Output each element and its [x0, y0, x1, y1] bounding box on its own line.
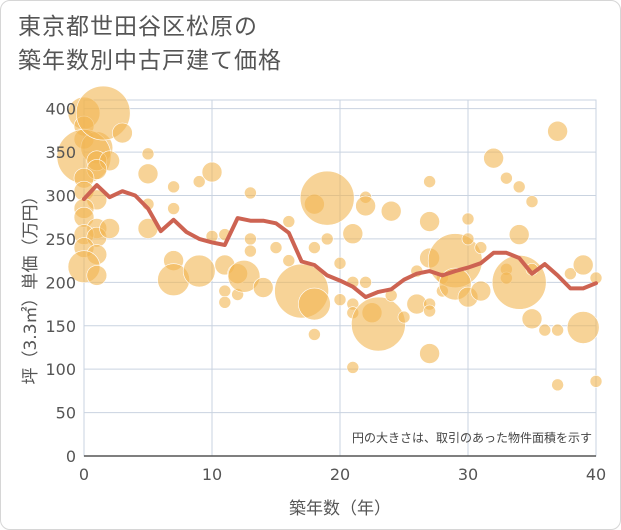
bubble-point: [551, 378, 564, 392]
bubble-point: [342, 223, 364, 245]
y-tick-label: 150: [45, 317, 76, 336]
bubble-point: [252, 277, 274, 298]
bubble-point: [470, 280, 492, 302]
bubble-point: [282, 254, 296, 267]
bubble-point: [86, 265, 108, 286]
bubble-point: [192, 175, 206, 188]
bubble-point: [589, 375, 603, 388]
y-tick-label: 0: [66, 447, 76, 466]
bubble-point: [112, 122, 133, 144]
x-tick-label: 20: [330, 465, 350, 484]
bubble-point: [167, 202, 180, 215]
axes: 0 50 100 150 200 250 300 350 400 0 10 20 30 40: [45, 100, 606, 484]
bubble-point: [461, 232, 475, 246]
bubble-point: [320, 232, 334, 246]
bubble-point: [483, 147, 504, 169]
bubble-point: [282, 215, 296, 228]
bubble-point: [308, 328, 321, 341]
bubble-point: [547, 120, 568, 142]
x-tick-label: 30: [458, 465, 478, 484]
x-tick-label: 10: [202, 465, 222, 484]
bubble-point: [508, 224, 530, 245]
bubble-point: [244, 232, 257, 246]
bubble-point: [419, 211, 440, 232]
bubble-point: [333, 256, 347, 270]
bubble-point: [461, 212, 475, 226]
bubble-point: [551, 323, 564, 337]
y-tick-label: 250: [45, 230, 76, 249]
bubble-point: [355, 195, 376, 217]
bubble-point: [201, 161, 223, 183]
bubble-point: [423, 175, 436, 188]
bubble-point: [299, 170, 355, 226]
bubble-point: [566, 311, 600, 344]
bubble-point: [419, 343, 440, 364]
bubble-point: [346, 361, 360, 374]
y-tick-label: 400: [45, 100, 76, 119]
bubble-point: [218, 284, 232, 298]
bubble-point: [333, 293, 347, 307]
bubble-point: [99, 218, 120, 239]
bubble-point: [538, 323, 552, 337]
bubble-point: [167, 180, 180, 194]
bubble-point: [491, 255, 547, 310]
bubble-point: [423, 304, 436, 318]
bubble-point: [500, 171, 513, 185]
bubble-point: [474, 241, 488, 254]
bubble-point: [521, 308, 543, 330]
bubble-point: [359, 276, 372, 289]
bubble-point: [397, 310, 411, 324]
bubble-point: [572, 254, 594, 276]
bubble-point: [227, 259, 261, 293]
bubble-point: [244, 186, 257, 200]
x-tick-label: 40: [586, 465, 606, 484]
trend-line-series: [82, 183, 598, 300]
average-price-line: [82, 183, 598, 300]
bubble-point: [141, 147, 155, 161]
bubble-point: [218, 296, 232, 309]
x-axis-label: 築年数（年）: [289, 499, 391, 519]
y-tick-label: 200: [45, 273, 76, 292]
bubble-point: [244, 244, 257, 258]
y-tick-label: 100: [45, 360, 76, 379]
bubble-point: [525, 195, 539, 208]
bubble-point: [380, 200, 402, 222]
bubble-point: [182, 254, 216, 288]
x-tick-label: 0: [79, 465, 89, 484]
bubble-series: [56, 85, 603, 392]
y-tick-label: 350: [45, 143, 76, 162]
bubble-point: [351, 296, 406, 352]
y-axis-label: 坪（3.3㎡）単価（万円）: [21, 187, 41, 384]
bubble-point: [269, 241, 283, 254]
bubble-point: [512, 180, 526, 194]
chart-title: 東京都世田谷区松原の 築年数別中古戸建て価格: [18, 14, 282, 74]
bubble-point: [564, 267, 577, 280]
bubble-point: [308, 241, 321, 254]
bubble-point: [298, 287, 331, 321]
y-tick-label: 300: [45, 187, 76, 206]
bubble-size-note: 円の大きさは、取引のあった物件面積を示す: [352, 430, 592, 445]
y-tick-label: 50: [56, 404, 76, 423]
bubble-point: [137, 163, 159, 185]
